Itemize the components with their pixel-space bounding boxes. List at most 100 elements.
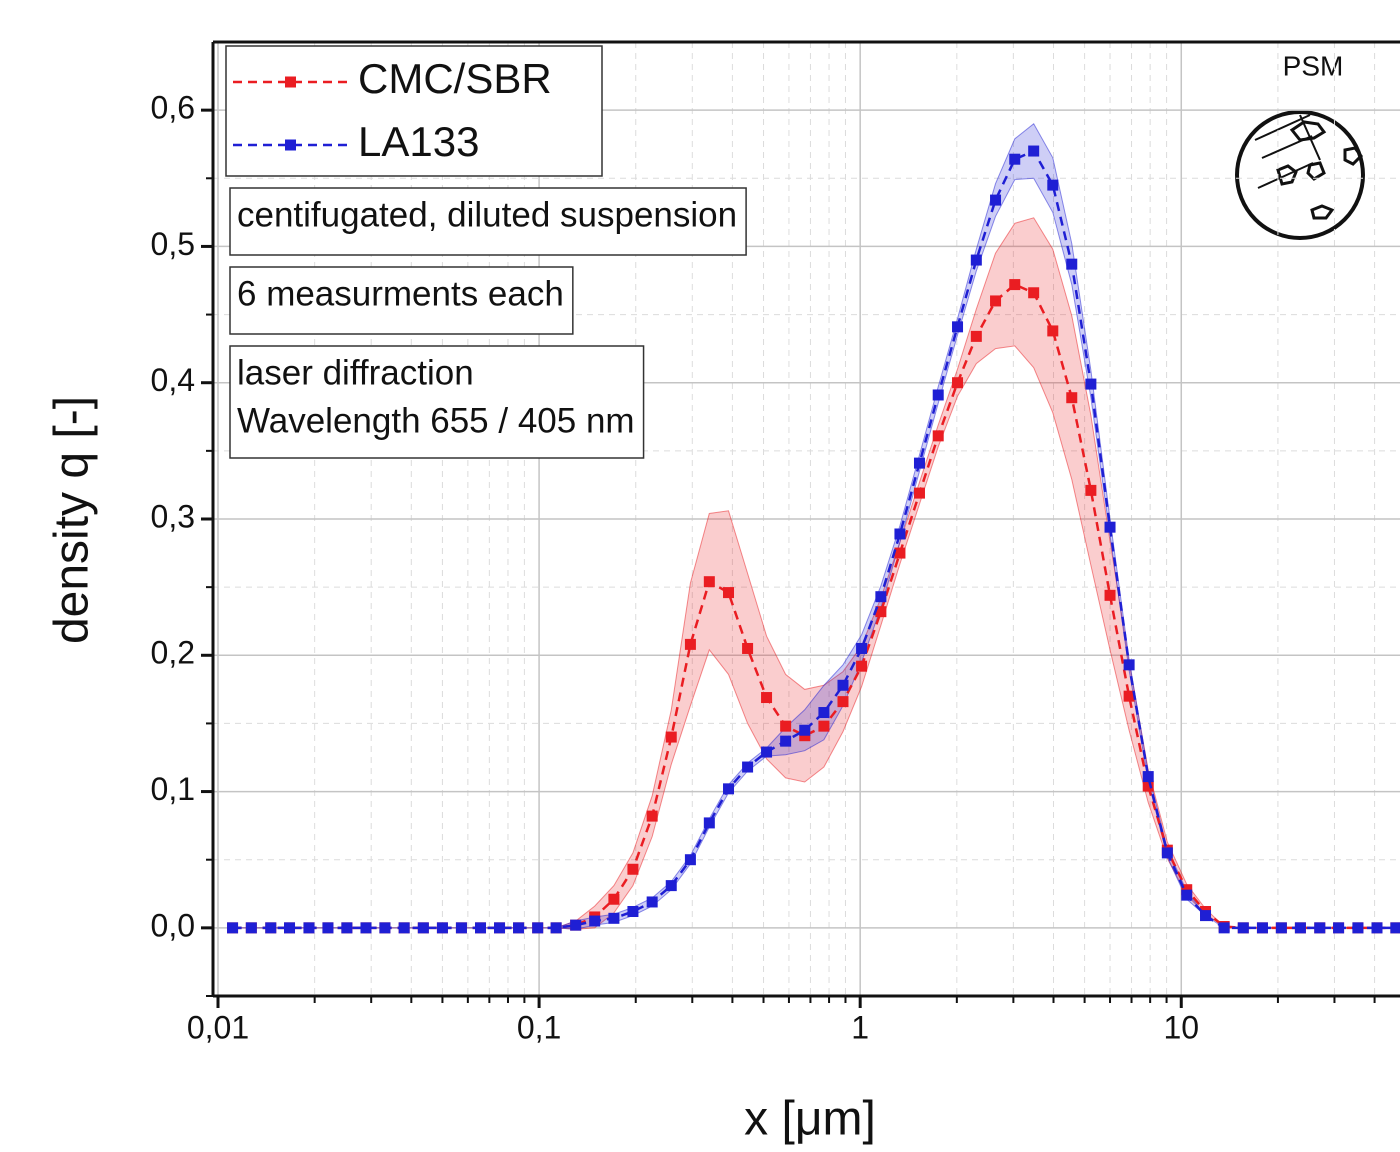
legend-label: LA133 [358,118,479,165]
marker [417,922,429,934]
marker [894,547,906,559]
marker [1275,922,1287,934]
marker [1104,589,1116,601]
series-line [232,283,1396,930]
annotation-text: laser diffraction [237,353,474,392]
y-tick-label: 0,4 [151,362,195,398]
marker [799,724,811,736]
error-band [232,217,1396,930]
marker [1123,659,1135,671]
annotation: laser diffraction Wavelength 655 / 405 nm [229,345,645,459]
annotation-text: 6 measurments each [237,274,564,313]
y-tick-label: 0,5 [151,226,195,262]
marker [646,896,658,908]
marker [703,576,715,588]
marker [761,746,773,758]
marker [1294,922,1306,934]
marker [627,863,639,875]
marker [1066,258,1078,270]
marker [303,922,315,934]
marker [1256,922,1268,934]
marker [1142,780,1154,792]
annotation-text: centifugated, diluted suspension [237,195,737,234]
y-tick-label: 0,3 [151,498,195,534]
x-tick-label: 0,01 [187,1009,249,1045]
marker [284,922,296,934]
marker [227,922,239,934]
marker [1181,889,1193,901]
x-axis-label: x [μm] [744,1093,876,1146]
marker [856,642,868,654]
marker [1009,153,1021,165]
icon-circle [1235,110,1365,240]
error-band [232,123,1396,930]
y-axis-label: density q [-] [46,396,99,644]
marker [455,922,467,934]
marker [1085,378,1097,390]
marker [532,922,544,934]
marker [818,707,830,719]
marker [932,430,944,442]
marker [1218,922,1230,934]
marker [665,731,677,743]
legend-box [225,45,603,177]
marker [1066,392,1078,404]
marker [990,295,1002,307]
marker [703,817,715,829]
marker [952,377,964,389]
marker [1123,690,1135,702]
marker [875,591,887,603]
marker [723,783,735,795]
annotation-box [229,187,747,256]
annotation: 6 measurments each [229,266,574,335]
marker [608,912,620,924]
marker [780,720,792,732]
marker [1009,279,1021,291]
legend: CMC/SBR LA133 [225,45,603,177]
marker [894,528,906,540]
marker [570,919,582,931]
marker [1352,922,1364,934]
marker [684,854,696,866]
marker [1371,922,1383,934]
marker [1028,145,1040,157]
y-tick-label: 0,1 [151,771,195,807]
icon-label: PSM [1283,50,1344,81]
marker [952,321,964,333]
x-tick-label: 10 [1163,1009,1199,1045]
marker [646,810,658,822]
legend-marker [285,76,296,88]
marker [1047,179,1059,191]
marker [665,880,677,892]
marker [856,660,868,672]
legend-label: CMC/SBR [358,55,552,102]
marker [1237,922,1249,934]
icon-particles [1276,120,1363,220]
marker [932,389,944,401]
annotation: centifugated, diluted suspension [229,187,747,256]
marker [494,922,506,934]
y-tick-label: 0,0 [151,907,195,943]
marker [1314,922,1326,934]
marker [475,922,487,934]
marker [1333,922,1345,934]
marker [1161,847,1173,859]
marker [761,692,773,704]
legend-marker [285,139,296,151]
marker [742,761,754,773]
x-tick-label: 1 [851,1009,869,1045]
marker [589,915,601,927]
marker [837,679,849,691]
icon-rays [1254,114,1321,189]
plot-layer [213,42,1400,997]
marker [513,922,525,934]
marker [875,606,887,618]
x-tick-label: 0,1 [517,1009,561,1045]
marker [379,922,391,934]
marker [990,194,1002,206]
marker [1085,484,1097,496]
marker [1390,922,1400,934]
marker [818,720,830,732]
marker [837,696,849,708]
